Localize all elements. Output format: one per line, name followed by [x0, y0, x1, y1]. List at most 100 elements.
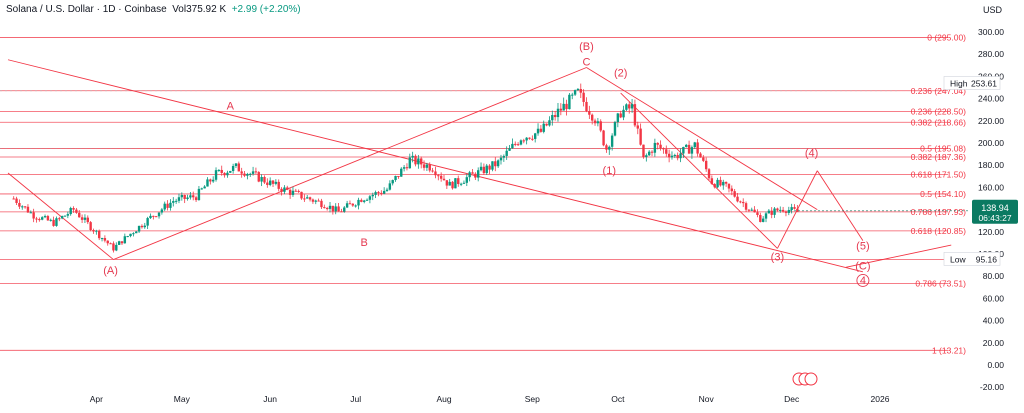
candle-body	[291, 190, 295, 195]
candle-body	[596, 121, 600, 124]
y-axis-tick: 240.00	[978, 94, 1004, 104]
candle-body	[86, 217, 89, 223]
candle-body	[767, 210, 771, 214]
x-axis-tick: May	[174, 394, 191, 404]
candle-body	[730, 188, 734, 192]
candle-body	[320, 200, 323, 208]
candle-body	[166, 203, 169, 208]
candle-body	[140, 225, 144, 228]
candle-body	[297, 190, 300, 192]
candle-body	[459, 183, 463, 185]
y-axis-tick: 200.00	[978, 138, 1004, 148]
candle-body	[78, 212, 81, 218]
candle-body	[781, 209, 785, 212]
candle-body	[374, 192, 377, 195]
candle-body	[21, 206, 24, 208]
candle-body	[559, 108, 563, 111]
candle-body	[471, 172, 474, 174]
current-price-tag	[972, 199, 1018, 224]
candle-body	[60, 216, 64, 219]
candle-body	[294, 190, 298, 192]
candle-body	[411, 155, 414, 158]
candle-body	[223, 172, 226, 176]
candle-body	[323, 207, 326, 209]
candle-body	[451, 181, 454, 189]
low-tag-box	[943, 252, 1001, 266]
fib-level-label: 1 (13.21)	[932, 345, 966, 355]
candle-body	[479, 166, 483, 171]
candle-body	[457, 178, 460, 184]
candle-body	[220, 169, 223, 173]
candle-body	[351, 203, 355, 206]
trend-line[interactable]	[845, 244, 952, 268]
candle-body	[662, 148, 665, 150]
candle-body	[229, 170, 232, 173]
candle-body	[211, 179, 215, 182]
high-tag-label: High	[950, 78, 968, 88]
wave-label: A	[227, 101, 235, 113]
candle-body	[713, 184, 716, 188]
candle-body	[52, 219, 55, 226]
candle-body	[23, 206, 27, 208]
candle-body	[160, 209, 164, 213]
candle-body	[35, 218, 38, 220]
y-axis-tick: 20.00	[983, 338, 1005, 348]
volume-value: 375.92 K	[186, 4, 227, 15]
candle-body	[18, 202, 21, 207]
trend-line[interactable]	[113, 67, 587, 260]
candle-body	[425, 164, 429, 168]
candle-body	[790, 207, 793, 210]
candle-body	[29, 212, 32, 214]
y-axis-tick: 280.00	[978, 49, 1004, 59]
symbol-title[interactable]: Solana / U.S. Dollar · 1D · Coinbase	[6, 4, 167, 15]
candle-body	[633, 104, 637, 126]
trend-line[interactable]	[620, 92, 778, 249]
candle-body	[38, 219, 41, 221]
candle-body	[747, 209, 751, 211]
candle-body	[625, 104, 628, 110]
candle-body	[516, 144, 520, 146]
high-tag-box	[943, 76, 1001, 90]
candle-body	[100, 238, 104, 240]
trend-line[interactable]	[7, 172, 114, 260]
candle-body	[180, 194, 184, 198]
candle-body	[562, 103, 565, 111]
trend-line[interactable]	[816, 170, 864, 241]
trend-line[interactable]	[586, 67, 818, 210]
event-flag-icon[interactable]	[804, 372, 818, 386]
candle-body	[174, 200, 178, 202]
candle-body	[525, 137, 528, 141]
candle-body	[585, 101, 588, 112]
candle-body	[106, 240, 109, 244]
candle-body	[482, 166, 486, 174]
candle-body	[685, 144, 688, 147]
candle-body	[742, 201, 745, 204]
candle-body	[616, 113, 620, 123]
candle-body	[522, 140, 525, 142]
candle-body	[599, 121, 602, 131]
candle-body	[172, 201, 175, 203]
candle-body	[112, 243, 115, 251]
trend-line[interactable]	[7, 59, 864, 273]
candle-body	[499, 157, 503, 161]
candle-body	[488, 165, 491, 170]
candle-body	[348, 203, 352, 205]
candle-body	[397, 175, 400, 177]
candle-body	[257, 172, 260, 182]
candle-body	[588, 111, 591, 115]
candle-body	[83, 217, 87, 220]
candle-body	[502, 155, 506, 158]
candle-body	[394, 175, 397, 181]
candle-body	[377, 192, 380, 194]
candle-body	[511, 143, 514, 149]
candle-body	[693, 142, 696, 148]
candle-body	[240, 171, 243, 174]
candle-body	[764, 213, 768, 219]
candle-body	[80, 217, 84, 220]
currency-label[interactable]: USD	[982, 5, 1002, 15]
candle-body	[605, 145, 608, 150]
candle-body	[476, 170, 480, 178]
candle-body	[465, 177, 468, 183]
low-tag-value: 95.16	[976, 254, 998, 264]
